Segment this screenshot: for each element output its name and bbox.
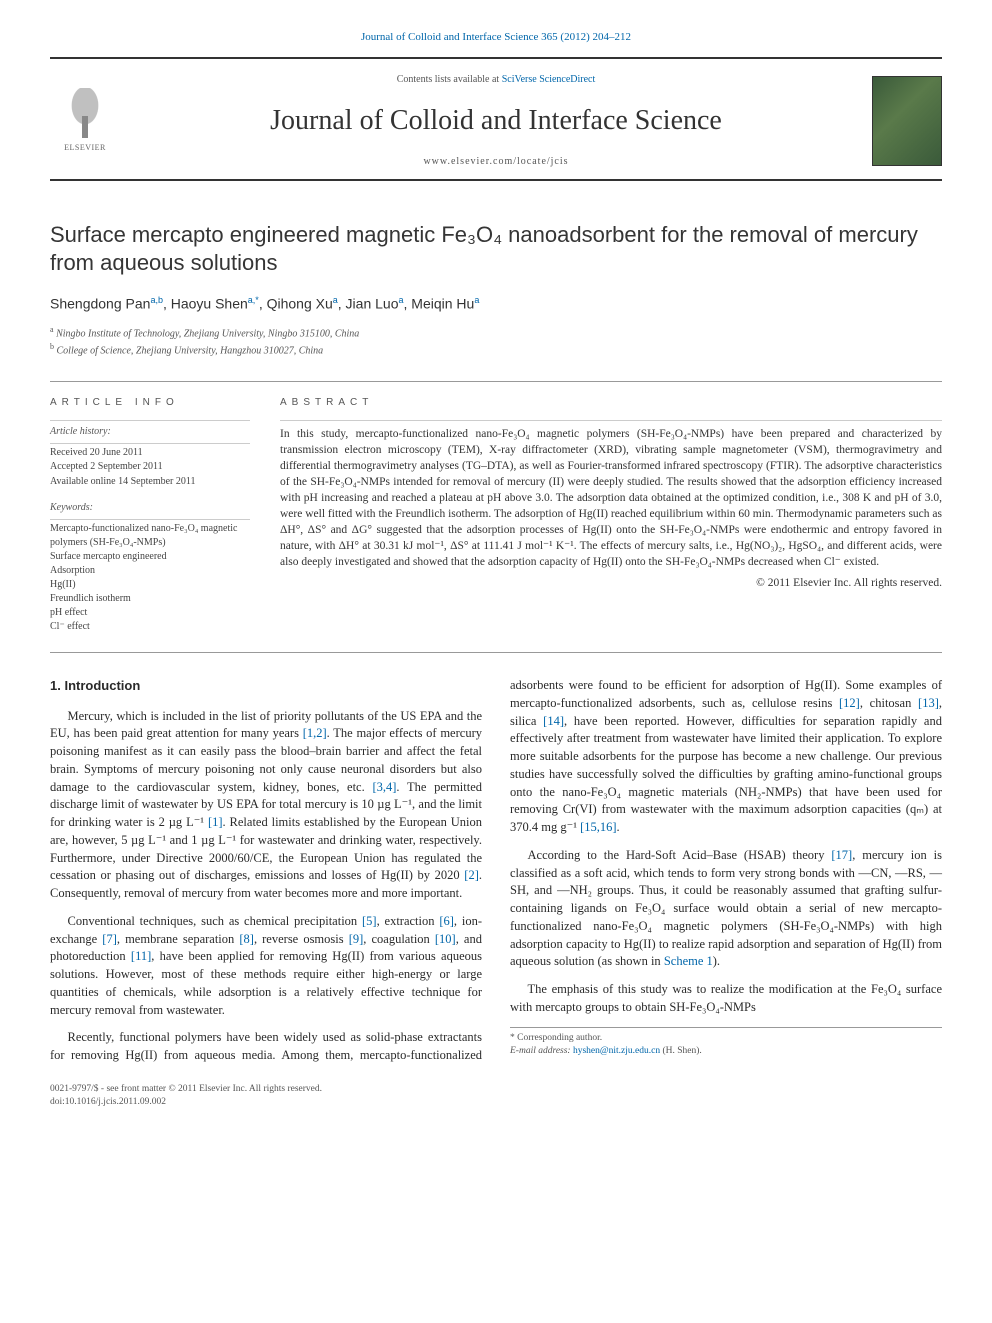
header-center: Contents lists available at SciVerse Sci… [120,73,872,168]
keyword-line: Hg(II) [50,578,250,592]
abstract-body: In this study, mercapto-functionalized n… [280,428,942,569]
corresponding-marker: * Corresponding author. [510,1032,942,1045]
authors-line: Shengdong Pana,b, Haoyu Shena,*, Qihong … [50,294,942,314]
corresponding-email-link[interactable]: hyshen@nit.zju.edu.cn [573,1046,660,1056]
page-footer: 0021-9797/$ - see front matter © 2011 El… [50,1083,942,1110]
ref-link[interactable]: [1,2] [303,726,327,740]
scheme-link[interactable]: Scheme 1 [664,954,713,968]
ref-link[interactable]: [11] [131,949,151,963]
paragraph-2: Conventional techniques, such as chemica… [50,913,482,1020]
paragraph-1: Mercury, which is included in the list o… [50,708,482,903]
ref-link[interactable]: [17] [831,848,852,862]
citation-header: Journal of Colloid and Interface Science… [50,30,942,45]
keyword-line: Mercapto-functionalized nano-Fe₃O₄ magne… [50,522,250,550]
journal-url[interactable]: www.elsevier.com/locate/jcis [120,155,872,169]
ref-link[interactable]: [7] [102,932,117,946]
keyword-line: Adsorption [50,564,250,578]
ref-link[interactable]: [5] [362,914,377,928]
ref-link[interactable]: [12] [839,696,860,710]
footer-doi: doi:10.1016/j.jcis.2011.09.002 [50,1096,942,1109]
keywords-label: Keywords: [50,501,250,520]
history-label: Article history: [50,420,250,444]
sciencedirect-link[interactable]: SciVerse ScienceDirect [502,74,596,85]
corresponding-author-footnote: * Corresponding author. E-mail address: … [510,1027,942,1059]
keyword-line: Surface mercapto engineered [50,550,250,564]
email-label: E-mail address: [510,1046,571,1056]
abstract-copyright: © 2011 Elsevier Inc. All rights reserved… [280,575,942,591]
paragraph-5: The emphasis of this study was to realiz… [510,981,942,1017]
contents-available-line: Contents lists available at SciVerse Sci… [120,73,872,87]
affiliations: a Ningbo Institute of Technology, Zhejia… [50,324,942,359]
affiliation-line: a Ningbo Institute of Technology, Zhejia… [50,324,942,341]
body-two-column: 1. Introduction Mercury, which is includ… [50,677,942,1065]
ref-link[interactable]: [1] [208,815,223,829]
ref-link[interactable]: [9] [349,932,364,946]
ref-link[interactable]: [13] [918,696,939,710]
history-line: Received 20 June 2011 [50,446,250,461]
history-line: Available online 14 September 2011 [50,475,250,490]
ref-link[interactable]: [15,16] [580,820,616,834]
keyword-line: pH effect [50,606,250,620]
abstract-column: abstract In this study, mercapto-functio… [280,382,942,635]
publisher-name: ELSEVIER [64,142,106,153]
article-info-heading: article info [50,396,250,410]
abstract-heading: abstract [280,396,942,410]
footer-front-matter: 0021-9797/$ - see front matter © 2011 El… [50,1083,942,1096]
elsevier-tree-icon [62,88,108,138]
abstract-text: In this study, mercapto-functionalized n… [280,426,942,591]
journal-cover-thumbnail [872,76,942,166]
ref-link[interactable]: [8] [239,932,254,946]
ref-link[interactable]: [14] [543,714,564,728]
paragraph-4: According to the Hard-Soft Acid–Base (HS… [510,847,942,971]
ref-link[interactable]: [10] [435,932,456,946]
publisher-logo: ELSEVIER [50,88,120,153]
info-abstract-block: article info Article history: Received 2… [50,381,942,654]
section-1-heading: 1. Introduction [50,677,482,695]
keyword-line: Freundlich isotherm [50,592,250,606]
affiliation-line: b College of Science, Zhejiang Universit… [50,341,942,358]
contents-prefix: Contents lists available at [397,74,502,85]
ref-link[interactable]: [6] [439,914,454,928]
email-person: (H. Shen). [662,1046,701,1056]
journal-header: ELSEVIER Contents lists available at Sci… [50,57,942,180]
ref-link[interactable]: [3,4] [372,780,396,794]
history-line: Accepted 2 September 2011 [50,460,250,475]
ref-link[interactable]: [2] [464,868,479,882]
journal-name: Journal of Colloid and Interface Science [120,101,872,140]
article-info-column: article info Article history: Received 2… [50,382,250,635]
keyword-line: Cl⁻ effect [50,620,250,634]
article-title: Surface mercapto engineered magnetic Fe₃… [50,221,942,278]
